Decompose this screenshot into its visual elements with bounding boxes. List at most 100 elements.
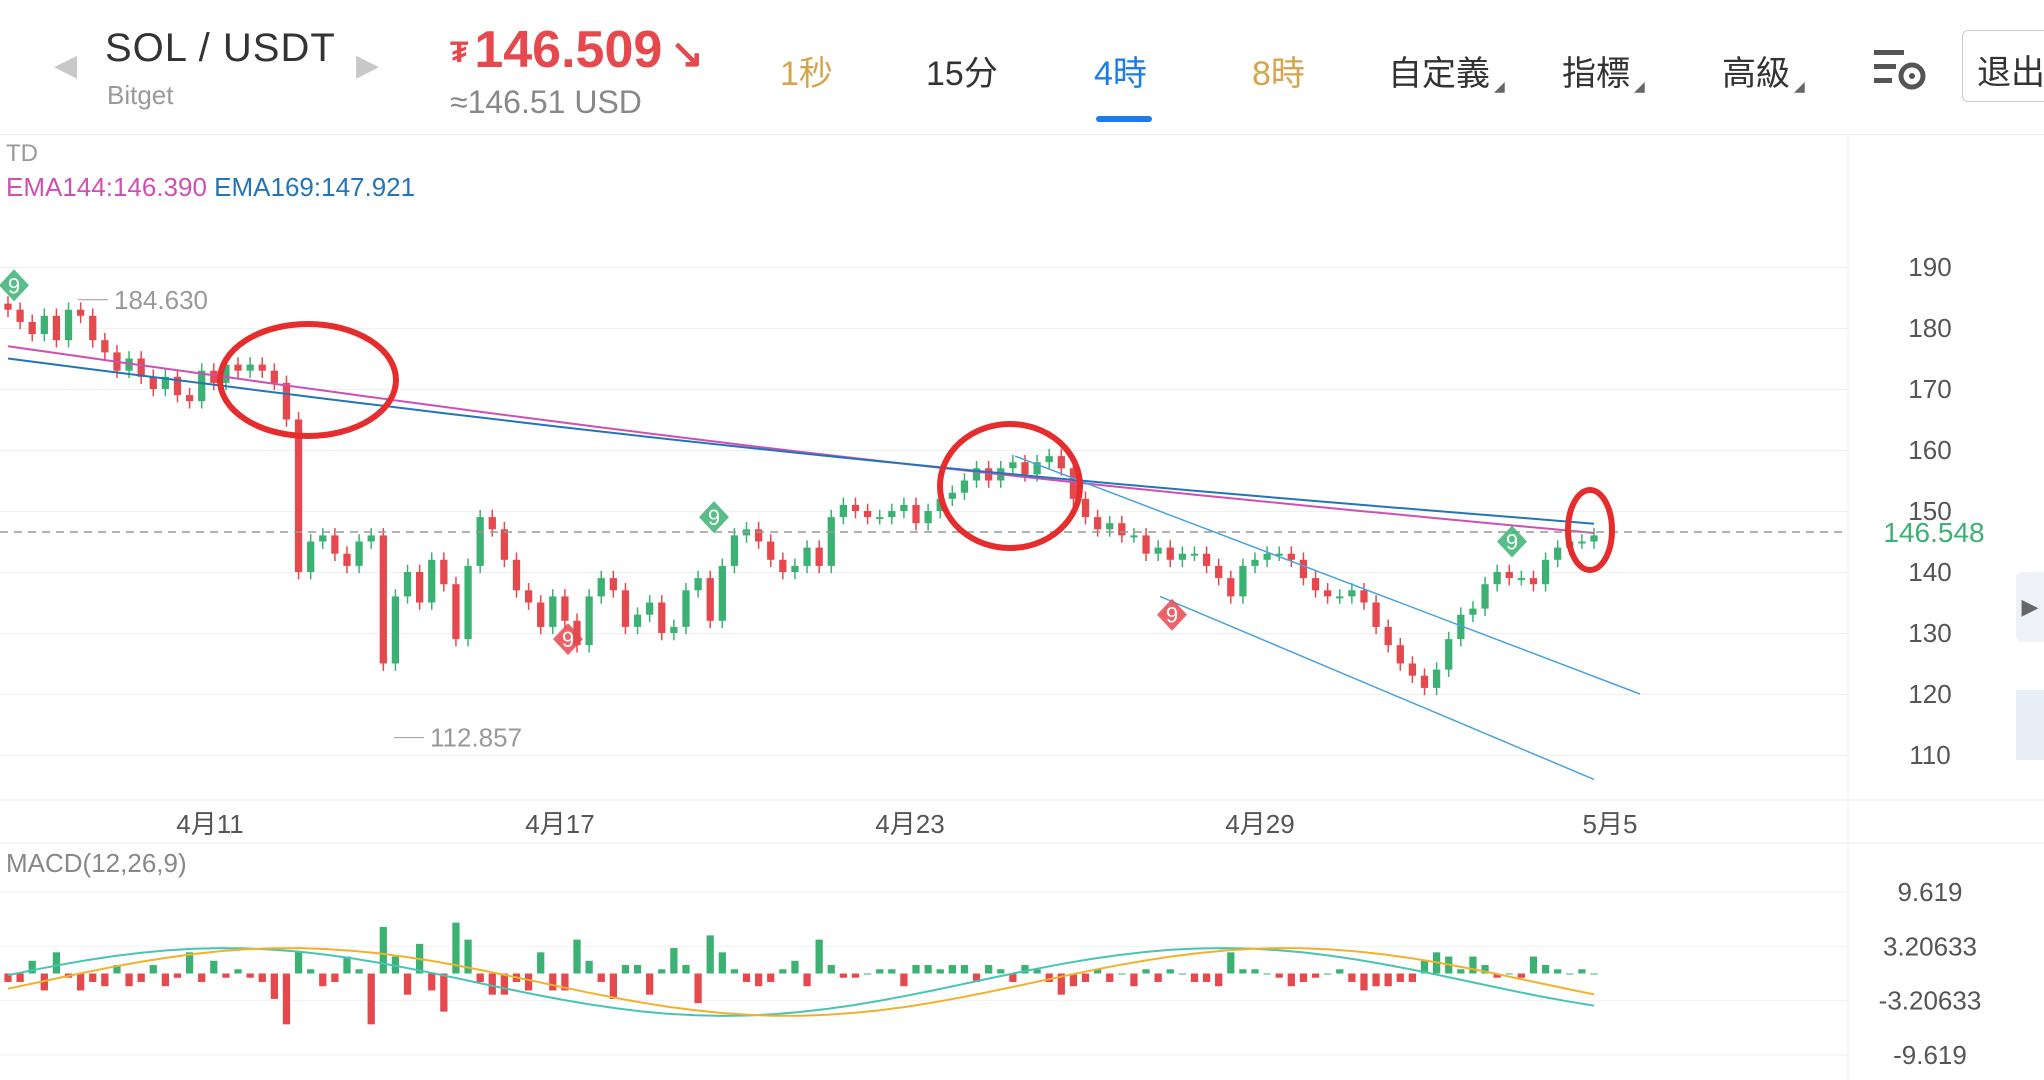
candle [754, 529, 763, 542]
candle [452, 584, 460, 640]
td-marker-label: 9 [708, 505, 720, 530]
candle [694, 578, 702, 591]
tab-4h[interactable]: 4時 [1094, 55, 1147, 93]
candle [561, 596, 569, 621]
tab-indicators-label: 指標 [1562, 55, 1630, 93]
macd-bar [851, 973, 860, 978]
macd-bar [561, 973, 569, 991]
candle [1481, 584, 1489, 609]
macd-bar [1154, 973, 1162, 982]
candle [646, 602, 654, 615]
candle [416, 572, 424, 603]
candle [1166, 547, 1174, 560]
macd-bar [706, 935, 714, 974]
candle [161, 376, 170, 389]
macd-bar [307, 969, 315, 974]
candle [222, 364, 230, 383]
candle [379, 535, 387, 664]
macd-bar [718, 952, 726, 974]
price-down-arrow-icon: ↘ [670, 32, 704, 76]
macd-bar [1033, 969, 1041, 974]
current-price-label: 146.548 [1883, 517, 1984, 548]
macd-bar [549, 973, 557, 991]
macd-bar [1299, 973, 1308, 982]
tab-15m[interactable]: 15分 [926, 55, 998, 93]
channel-lower-line [1159, 595, 1595, 781]
ema169-value: EMA169:147.921 [214, 172, 416, 202]
macd-indicator-label: MACD(12,26,9) [6, 848, 187, 878]
td-marker-label: 9 [562, 627, 574, 652]
exit-button[interactable]: 退出 [1962, 30, 2044, 102]
macd-bar [464, 939, 472, 974]
macd-bar [1118, 973, 1126, 975]
macd-bar [1178, 973, 1186, 975]
macd-bar [137, 973, 145, 982]
macd-bar [16, 973, 24, 982]
expand-panel-icon[interactable]: ▶ [2016, 572, 2044, 642]
candle [827, 517, 835, 566]
macd-bar [682, 965, 690, 974]
macd-bar [101, 973, 109, 987]
candle [125, 358, 133, 371]
candle [1239, 565, 1247, 597]
tab-8h[interactable]: 8時 [1252, 55, 1305, 93]
candle [258, 364, 266, 371]
macd-bar [646, 973, 654, 995]
next-pair-icon[interactable]: ▶ [356, 49, 380, 82]
candle [549, 596, 557, 627]
macd-bar [125, 973, 133, 987]
macd-bar [573, 939, 581, 974]
macd-bar [185, 952, 194, 974]
macd-bar [1166, 969, 1174, 974]
macd-bar [1420, 960, 1429, 974]
macd-bar [1202, 973, 1211, 982]
macd-bar [1021, 965, 1029, 974]
candle [512, 559, 521, 591]
tab-indicators[interactable]: 指標 ◢ [1562, 46, 1645, 95]
macd-tick-label: 9.619 [1897, 877, 1962, 907]
exchange-name: Bitget [107, 80, 174, 110]
macd-bar [270, 973, 278, 999]
candle [1541, 559, 1550, 585]
candle [1227, 578, 1235, 597]
candle [1021, 462, 1029, 475]
macd-tick-label: -9.619 [1893, 1040, 1967, 1070]
tab-custom[interactable]: 自定義 ◢ [1388, 46, 1505, 95]
chart-settings-icon[interactable] [1872, 44, 1928, 94]
candle [609, 578, 617, 591]
candle [1009, 462, 1017, 469]
macd-bar [1081, 973, 1090, 982]
candle [1578, 541, 1586, 544]
macd-bar [77, 973, 85, 991]
macd-bar [282, 973, 291, 1025]
tab-1s[interactable]: 1秒 [780, 55, 833, 93]
macd-bar [1093, 969, 1102, 974]
highlight-circle [937, 421, 1083, 551]
candle [294, 419, 303, 572]
tab-advanced[interactable]: 高級 ◢ [1722, 46, 1805, 95]
macd-bar [476, 973, 484, 982]
candle [282, 382, 291, 420]
macd-bar [367, 973, 375, 1025]
candle [77, 309, 85, 316]
macd-bar [1336, 969, 1344, 974]
prev-pair-icon[interactable]: ◀ [54, 49, 78, 82]
candle [488, 517, 496, 530]
macd-bar [1481, 965, 1489, 974]
macd-bar [1311, 973, 1320, 978]
ema144-value: EMA144:146.390 [6, 172, 207, 202]
macd-bar [985, 965, 993, 974]
macd-bar [1106, 973, 1114, 982]
candle [585, 596, 593, 646]
candle [900, 504, 908, 511]
candle [270, 370, 278, 383]
x-tick-label: 4月11 [176, 809, 243, 839]
candle [1045, 456, 1053, 463]
candle [1178, 553, 1186, 560]
candle [1432, 669, 1441, 688]
macd-bar [1251, 969, 1259, 974]
macd-bar [754, 973, 763, 987]
macd-bar [537, 952, 545, 974]
macd-bar [403, 973, 412, 995]
